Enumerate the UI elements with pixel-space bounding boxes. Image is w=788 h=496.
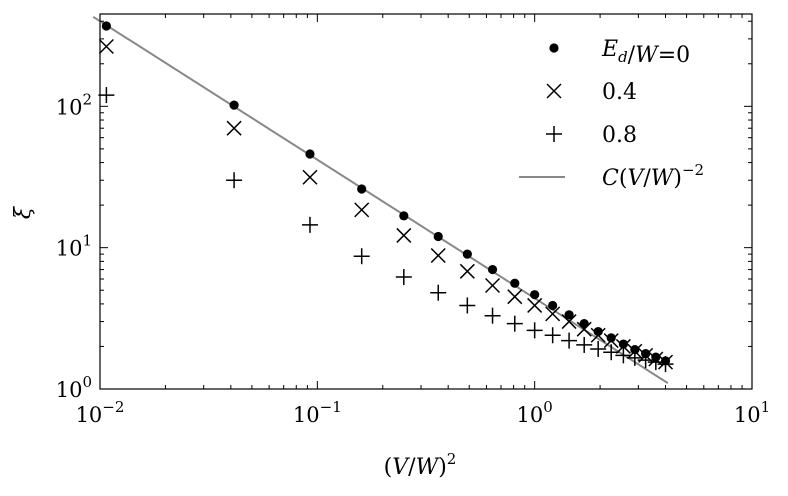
data-point-series-1 — [590, 327, 606, 343]
data-point-series-1 — [527, 297, 543, 313]
data-point-series-1-stroke — [98, 38, 114, 55]
data-point-series-2 — [484, 307, 501, 324]
data-point-series-1-stroke — [485, 277, 501, 294]
data-point-series-1 — [226, 120, 242, 136]
data-point-series-2 — [301, 216, 318, 233]
plot-area — [99, 13, 753, 390]
legend-marker-dot — [549, 43, 559, 53]
x-tick-label: 10−1 — [293, 398, 342, 427]
data-point-series-2 — [459, 297, 476, 314]
legend-marker-x — [546, 83, 562, 99]
data-point-series-1-stroke — [507, 289, 523, 305]
data-point-series-0 — [564, 310, 574, 320]
data-point-series-0 — [618, 339, 628, 349]
data-point-series-2 — [430, 284, 447, 301]
data-point-series-1-stroke — [430, 247, 446, 264]
data-point-series-2 — [561, 332, 578, 349]
data-point-series-1-stroke — [590, 327, 606, 343]
data-point-series-1 — [603, 333, 619, 349]
data-point-series-1-stroke — [603, 333, 619, 349]
data-point-series-0 — [229, 100, 239, 110]
data-point-series-1-stroke — [226, 120, 242, 136]
data-point-series-1-stroke — [527, 297, 543, 313]
data-point-series-1 — [354, 202, 370, 218]
data-point-series-2 — [506, 315, 523, 332]
data-point-series-2 — [657, 356, 674, 373]
data-point-series-2 — [395, 269, 412, 286]
data-point-series-1 — [430, 247, 446, 264]
legend-marker-x-stroke — [546, 83, 562, 99]
data-point-series-2 — [544, 327, 561, 344]
data-point-series-2 — [226, 172, 243, 189]
fit-line — [92, 15, 669, 384]
y-tick-label: 102 — [56, 90, 92, 119]
legend-label: Ed/W=0 — [601, 37, 690, 68]
data-point-series-2 — [353, 248, 370, 265]
data-point-series-2 — [603, 344, 620, 361]
data-point-series-0 — [630, 345, 640, 355]
y-axis-label: ξ — [11, 205, 36, 219]
data-point-series-0 — [548, 300, 558, 311]
data-point-series-1-stroke — [354, 202, 370, 218]
data-point-series-1 — [561, 314, 577, 330]
data-point-series-1 — [485, 277, 501, 294]
data-point-series-1 — [302, 169, 318, 185]
data-point-series-2 — [637, 352, 654, 369]
data-point-series-1 — [545, 306, 561, 322]
data-point-series-2 — [647, 354, 664, 371]
x-tick-label: 100 — [517, 398, 553, 427]
x-axis-label: (V/W)2 — [384, 450, 457, 480]
y-tick-label: 101 — [56, 232, 92, 261]
data-point-series-0 — [357, 184, 367, 194]
data-point-series-1-stroke — [302, 169, 318, 185]
data-point-series-1 — [98, 38, 114, 55]
data-point-series-2 — [576, 336, 593, 353]
data-point-series-1-stroke — [459, 263, 475, 279]
data-point-series-0 — [399, 211, 409, 221]
fit-line-layer — [92, 15, 669, 384]
data-point-series-1 — [507, 289, 523, 305]
plot-frame — [99, 13, 753, 390]
data-point-series-1 — [396, 227, 412, 243]
data-point-series-1 — [576, 321, 592, 337]
data-point-series-1-stroke — [576, 321, 592, 337]
legend: Ed/W=0 0.4 0.8 C(V/W)−2 — [519, 37, 704, 191]
data-point-series-2 — [526, 322, 543, 339]
marker-layer — [98, 21, 674, 373]
data-point-series-2 — [98, 87, 115, 104]
data-point-series-1-stroke — [396, 227, 412, 243]
legend-label: 0.8 — [602, 123, 637, 148]
data-point-series-1-stroke — [615, 338, 631, 354]
legend-label: C(V/W)−2 — [602, 161, 704, 191]
data-point-series-1-stroke — [545, 306, 561, 322]
data-point-series-0 — [101, 21, 111, 31]
y-tick-label: 100 — [56, 373, 92, 402]
legend-label: 0.4 — [602, 80, 637, 105]
data-point-series-2 — [590, 340, 607, 357]
tick-layer: 10−2 10−1 100 101 100 101 102 — [56, 14, 770, 427]
data-point-series-2 — [626, 349, 643, 366]
data-point-series-0 — [305, 149, 315, 159]
x-tick-label: 101 — [734, 398, 770, 427]
x-tick-label: 10−2 — [76, 398, 125, 427]
data-point-series-0 — [510, 278, 520, 288]
legend-marker-plus — [546, 126, 562, 142]
data-point-series-0 — [530, 290, 540, 300]
data-point-series-1 — [459, 263, 475, 279]
data-point-series-0 — [462, 249, 472, 259]
data-point-series-0 — [433, 231, 443, 242]
data-point-series-1 — [615, 338, 631, 354]
data-point-series-1-stroke — [561, 314, 577, 330]
data-point-series-0 — [606, 333, 616, 343]
data-point-series-2 — [615, 347, 632, 364]
data-point-series-0 — [487, 264, 498, 275]
